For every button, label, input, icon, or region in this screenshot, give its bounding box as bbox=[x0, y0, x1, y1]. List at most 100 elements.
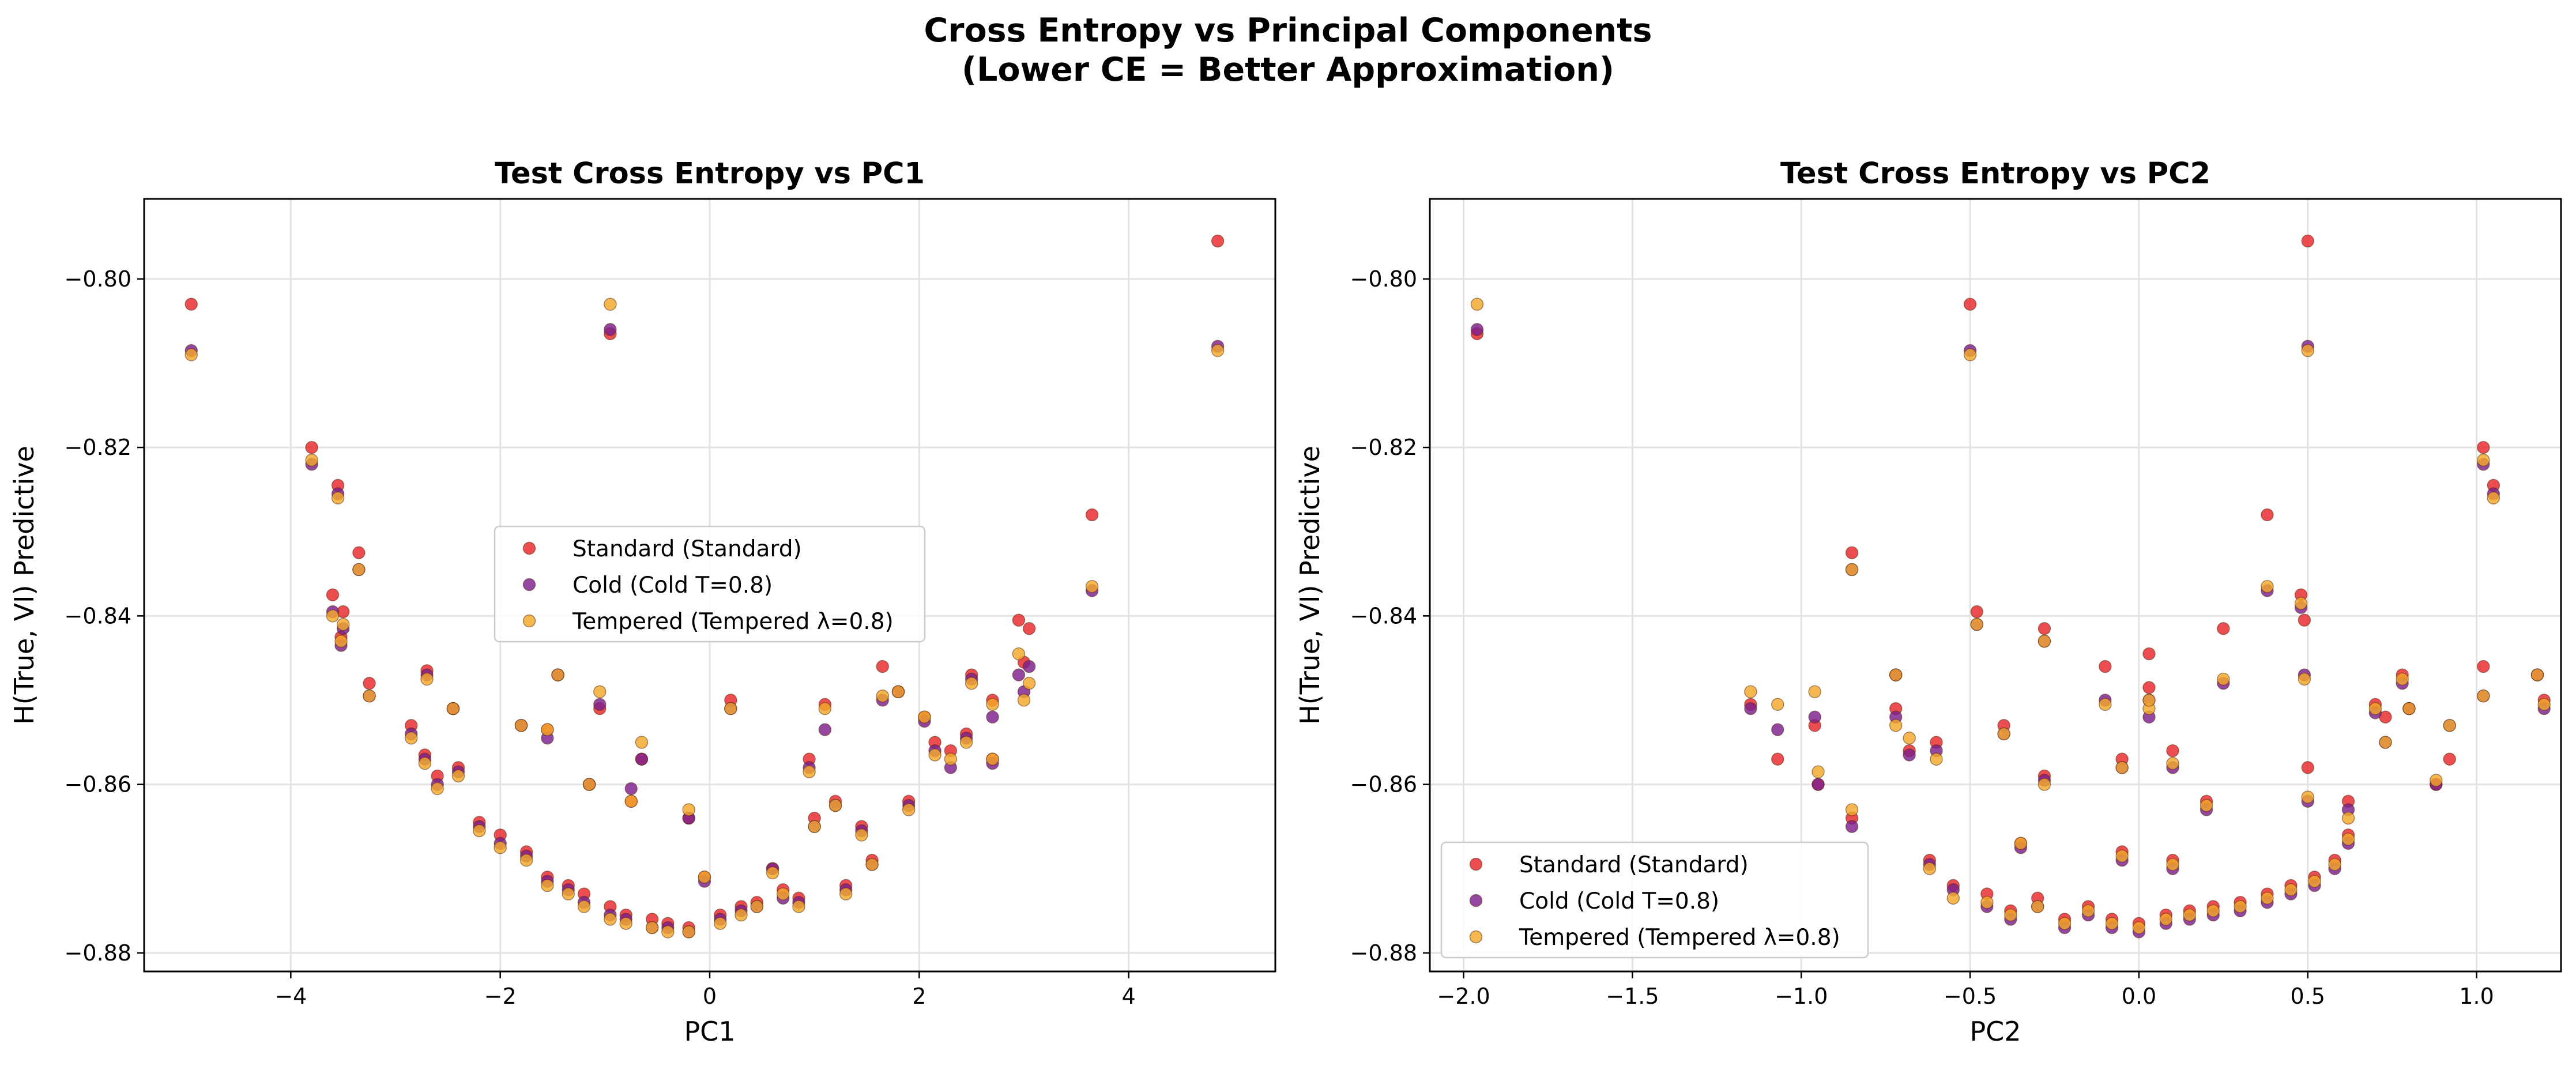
xtick-label: 0 bbox=[703, 984, 717, 1009]
point-tempered bbox=[902, 803, 916, 816]
point-tempered bbox=[1012, 647, 1026, 661]
ytick-label: −0.82 bbox=[65, 435, 131, 460]
point-standard bbox=[2166, 744, 2179, 758]
point-tempered bbox=[624, 794, 638, 808]
point-tempered bbox=[2328, 858, 2341, 871]
point-tempered bbox=[818, 702, 832, 715]
point-tempered bbox=[2379, 736, 2392, 749]
point-tempered bbox=[541, 723, 554, 736]
legend-label-standard: Standard (Standard) bbox=[573, 536, 802, 562]
point-tempered bbox=[1808, 685, 1821, 699]
legend-label-cold: Cold (Cold T=0.8) bbox=[1519, 888, 1719, 914]
point-standard bbox=[1012, 613, 1026, 627]
point-tempered bbox=[1085, 579, 1099, 593]
point-tempered bbox=[2081, 904, 2095, 917]
point-tempered bbox=[918, 710, 931, 724]
xaxis-label-pc2: PC2 bbox=[1969, 1016, 2021, 1047]
point-standard bbox=[2443, 752, 2456, 766]
point-tempered bbox=[405, 732, 418, 745]
xtick-label: 4 bbox=[1122, 984, 1136, 1009]
point-tempered bbox=[1903, 732, 1916, 745]
ticks-pc1: −4 −2 0 2 4 −0.88 −0.86 −0.84 −0.82 −0.80 bbox=[65, 266, 1136, 1009]
point-tempered bbox=[2341, 833, 2355, 846]
point-tempered bbox=[562, 887, 575, 901]
point-cold bbox=[1808, 710, 1821, 724]
point-tempered bbox=[334, 634, 348, 648]
ticks-pc2: −2.0 −1.5 −1.0 −0.5 0.0 0.5 1.0 −0.88 −0.86 −0.84… bbox=[1350, 266, 2494, 1009]
point-tempered bbox=[336, 617, 350, 631]
ytick-label: −0.84 bbox=[1350, 603, 1417, 628]
point-tempered bbox=[2217, 672, 2230, 686]
point-standard bbox=[184, 297, 198, 311]
point-standard bbox=[352, 546, 366, 559]
point-tempered bbox=[2301, 344, 2314, 357]
xtick-label: −4 bbox=[274, 984, 307, 1009]
point-cold bbox=[1845, 820, 1859, 833]
xtick-label: −2.0 bbox=[1437, 984, 1490, 1009]
panel-title-pc1: Test Cross Entropy vs PC1 bbox=[495, 157, 925, 191]
point-tempered bbox=[2183, 908, 2196, 922]
point-tempered bbox=[1022, 677, 1036, 690]
xaxis-label-pc1: PC1 bbox=[684, 1016, 735, 1047]
point-tempered bbox=[682, 803, 695, 816]
legend-marker-tempered bbox=[522, 614, 536, 628]
point-tempered bbox=[944, 752, 958, 766]
xtick-label: 2 bbox=[912, 984, 926, 1009]
point-tempered bbox=[446, 702, 460, 715]
series-tempered-pc1 bbox=[184, 297, 1225, 939]
point-tempered bbox=[1946, 891, 1960, 905]
point-tempered bbox=[352, 563, 366, 577]
point-tempered bbox=[2004, 908, 2017, 922]
series-tempered-pc2 bbox=[1470, 297, 2551, 935]
point-tempered bbox=[619, 917, 632, 930]
xtick-label: 0.5 bbox=[2291, 984, 2325, 1009]
yaxis-label-pc2: H(True, VI) Predictive bbox=[1294, 446, 1325, 725]
point-cold bbox=[624, 782, 638, 796]
point-tempered bbox=[750, 900, 763, 913]
point-tempered bbox=[2477, 689, 2490, 703]
point-tempered bbox=[1889, 719, 1903, 732]
point-tempered bbox=[2308, 875, 2321, 888]
point-tempered bbox=[519, 853, 533, 867]
point-tempered bbox=[473, 824, 486, 838]
point-tempered bbox=[2301, 790, 2314, 804]
point-cold bbox=[593, 698, 607, 711]
point-tempered bbox=[1017, 694, 1031, 707]
point-tempered bbox=[184, 348, 198, 361]
legend-pc1: Standard (Standard) Cold (Cold T=0.8) Temp… bbox=[494, 525, 926, 643]
point-tempered bbox=[604, 297, 617, 311]
ytick-label: −0.88 bbox=[1350, 940, 1417, 966]
point-tempered bbox=[2038, 778, 2051, 791]
point-tempered bbox=[363, 689, 376, 703]
legend-label-standard: Standard (Standard) bbox=[1519, 852, 1749, 878]
point-tempered bbox=[855, 828, 868, 842]
point-tempered bbox=[1744, 685, 1757, 699]
point-tempered bbox=[2261, 579, 2274, 593]
point-tempered bbox=[2206, 904, 2220, 917]
point-tempered bbox=[1930, 752, 1943, 766]
point-tempered bbox=[1963, 348, 1977, 361]
legend-marker-tempered bbox=[1469, 930, 1483, 944]
point-tempered bbox=[803, 765, 816, 778]
point-standard bbox=[305, 440, 318, 454]
point-tempered bbox=[2341, 811, 2355, 825]
xtick-label: 1.0 bbox=[2459, 984, 2494, 1009]
point-tempered bbox=[891, 685, 905, 699]
legend-marker-cold bbox=[1469, 894, 1483, 907]
xtick-label: 0.0 bbox=[2122, 984, 2156, 1009]
ytick-label: −0.82 bbox=[1350, 435, 1417, 460]
point-tempered bbox=[2537, 698, 2551, 711]
legend-box bbox=[1440, 841, 1869, 959]
point-tempered bbox=[1845, 563, 1859, 577]
point-standard bbox=[1022, 622, 1036, 635]
point-standard bbox=[2099, 660, 2112, 673]
point-cold bbox=[635, 752, 649, 766]
point-tempered bbox=[2099, 698, 2112, 711]
point-tempered bbox=[808, 820, 821, 833]
point-tempered bbox=[776, 887, 790, 901]
point-standard bbox=[326, 588, 340, 602]
point-tempered bbox=[514, 719, 528, 732]
point-tempered bbox=[604, 913, 617, 926]
point-tempered bbox=[541, 879, 554, 892]
ytick-label: −0.80 bbox=[65, 266, 131, 292]
